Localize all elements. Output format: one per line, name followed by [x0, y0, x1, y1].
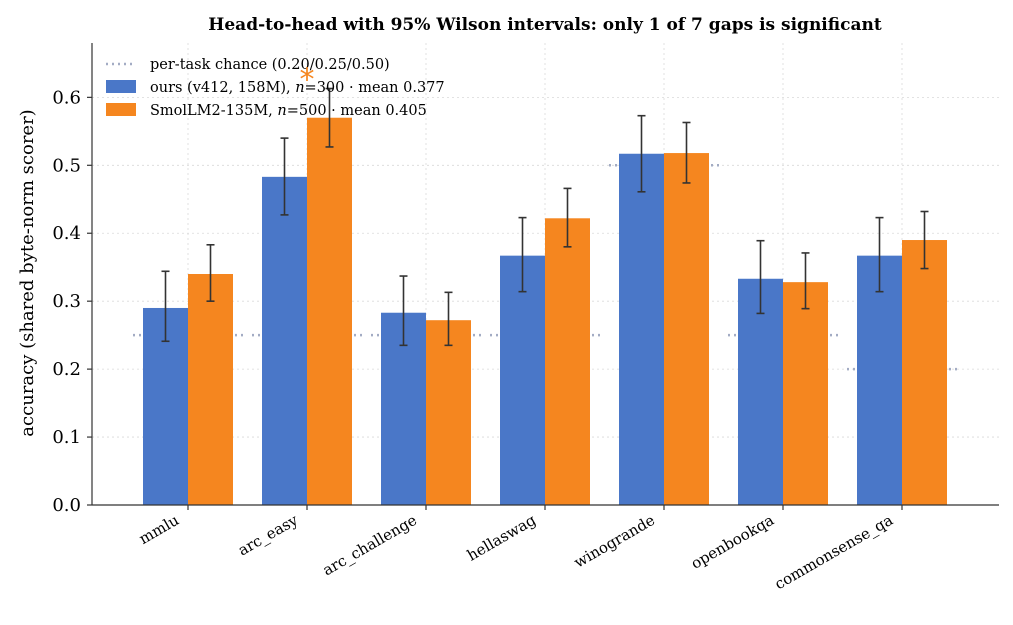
legend-series-label: ours (v412, 158M), n=300 · mean 0.377: [150, 80, 445, 96]
legend-chance-label: per-task chance (0.20/0.25/0.50): [150, 57, 390, 73]
bar: [664, 153, 709, 506]
bar: [783, 282, 828, 505]
bar: [857, 255, 902, 505]
y-tick-label: 0.1: [52, 427, 81, 448]
y-tick-label: 0.5: [52, 155, 81, 176]
bar: [307, 117, 352, 505]
bar: [738, 278, 783, 505]
x-tick-label: arc_easy: [235, 511, 302, 560]
error-bar-layer: [161, 87, 929, 347]
bar: [500, 255, 545, 505]
bar: [426, 320, 471, 505]
bar: [262, 176, 307, 505]
y-tick-label: 0.4: [52, 223, 81, 244]
x-tick-label: hellaswag: [464, 511, 539, 565]
bar: [545, 218, 590, 505]
y-axis-label: accuracy (shared byte-norm scorer): [17, 109, 38, 436]
x-tick-label: openbookqa: [688, 511, 777, 573]
x-tick-label: arc_challenge: [320, 511, 421, 579]
x-tick-label: mmlu: [136, 511, 182, 548]
x-tick-label: commonsense_qa: [771, 511, 896, 593]
y-tick-label: 0.2: [52, 359, 81, 380]
legend: per-task chance (0.20/0.25/0.50) ours (v4…: [106, 57, 445, 119]
bar: [619, 153, 664, 505]
bar: [188, 274, 233, 505]
significance-marker: *: [300, 63, 315, 98]
chart-title: Head-to-head with 95% Wilson intervals: …: [208, 15, 882, 35]
x-tick-label: winogrande: [571, 511, 658, 572]
significance-layer: *: [300, 63, 315, 98]
y-tick-label: 0.3: [52, 291, 81, 312]
legend-series-swatch: [106, 103, 136, 116]
y-tick-label: 0.0: [52, 495, 81, 516]
bar-layer: [143, 117, 947, 506]
legend-series-label: SmolLM2-135M, n=500 · mean 0.405: [150, 103, 427, 119]
y-tick-label: 0.6: [52, 87, 81, 108]
bar: [902, 240, 947, 505]
legend-series-swatch: [106, 80, 136, 93]
